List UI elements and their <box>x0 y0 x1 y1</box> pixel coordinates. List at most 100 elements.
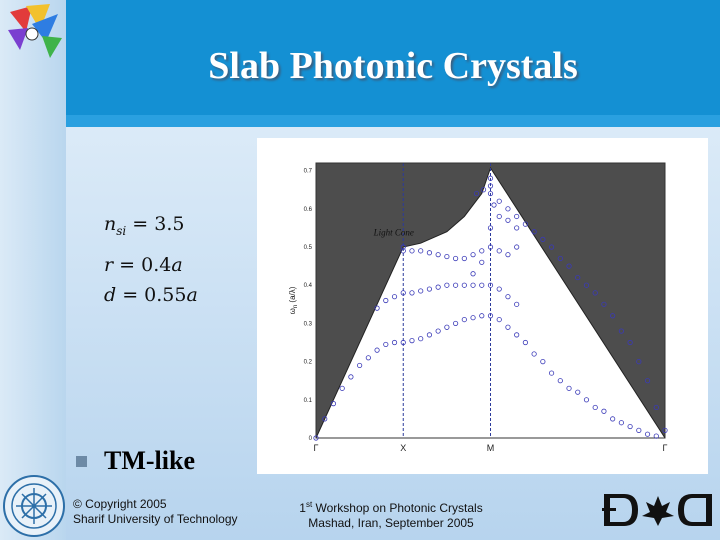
band-point-1 <box>322 416 328 422</box>
band-point-2 <box>435 284 441 290</box>
band-point-5 <box>540 236 546 242</box>
y-axis-label: ωn (a/λ) <box>288 286 299 314</box>
band-point-1 <box>566 385 572 391</box>
band-point-5 <box>514 213 520 220</box>
band-point-1 <box>627 423 633 430</box>
band-point-5 <box>473 190 480 197</box>
header-stripe <box>66 115 720 127</box>
band-point-1 <box>330 401 337 407</box>
band-point-5 <box>653 404 659 411</box>
band-point-5 <box>531 229 537 235</box>
band-point-5 <box>610 313 616 319</box>
conference-logo-icon <box>8 4 62 58</box>
band-point-2 <box>461 282 467 288</box>
band-point-2 <box>400 290 406 296</box>
band-point-1 <box>357 362 363 369</box>
band-point-1 <box>461 316 467 323</box>
footer-workshop-num: 1 <box>299 501 306 515</box>
band-point-1 <box>391 339 398 346</box>
band-point-5 <box>662 427 668 433</box>
y-tick-label: 0.5 <box>304 245 313 251</box>
band-point-5 <box>522 221 528 227</box>
y-axis-subscript: n <box>293 305 299 308</box>
band-point-2 <box>409 290 415 296</box>
band-point-1 <box>601 408 607 414</box>
light-cone-label: Light Cone <box>373 228 414 238</box>
band-point-1 <box>653 433 659 439</box>
band-point-1 <box>339 385 345 391</box>
band-point-3 <box>409 248 415 254</box>
band-point-1 <box>531 351 537 357</box>
band-point-5 <box>575 274 581 281</box>
band-point-2 <box>453 282 459 288</box>
band-point-5 <box>487 175 494 181</box>
band-point-5 <box>487 183 494 189</box>
band-point-1 <box>548 370 555 376</box>
param-r-symbol: r <box>104 254 114 276</box>
band-point-5 <box>644 378 651 384</box>
bullet-tm-like: TM-like <box>104 446 195 475</box>
y-tick-label: 0.6 <box>304 207 313 213</box>
band-point-3 <box>514 244 520 250</box>
band-point-4 <box>487 225 494 231</box>
bullet-marker <box>76 456 87 467</box>
param-n-subscript: si <box>116 223 127 238</box>
band-point-1 <box>435 328 441 334</box>
band-point-1 <box>487 313 494 319</box>
university-seal-icon <box>3 475 65 537</box>
band-point-1 <box>313 435 319 441</box>
y-tick-label: 0.4 <box>304 283 313 289</box>
band-point-1 <box>470 315 476 321</box>
band-point-2 <box>505 294 511 300</box>
footer-copyright: © Copyright 2005 Sharif University of Te… <box>73 497 238 527</box>
band-point-4 <box>479 259 485 265</box>
param-n-si: nsi = 3.5 <box>104 213 184 238</box>
band-point-2 <box>383 297 389 304</box>
band-point-1 <box>453 320 459 327</box>
band-point-2 <box>374 305 380 311</box>
band-point-1 <box>610 416 616 422</box>
band-point-1 <box>540 359 546 365</box>
band-point-1 <box>426 332 433 338</box>
band-point-5 <box>592 290 598 296</box>
band-point-5 <box>491 202 497 208</box>
band-point-3 <box>496 248 502 254</box>
band-point-5 <box>480 187 487 193</box>
band-point-1 <box>636 427 642 433</box>
band-point-5 <box>618 328 624 334</box>
band-point-4 <box>470 271 476 277</box>
y-axis-unit: (a/λ) <box>288 286 297 305</box>
band-point-1 <box>575 389 581 395</box>
band-point-2 <box>444 282 450 288</box>
band-point-3 <box>479 248 485 254</box>
band-point-1 <box>418 336 424 342</box>
band-point-3 <box>400 248 406 254</box>
y-tick-label: 0.1 <box>304 398 313 404</box>
band-point-5 <box>583 282 590 288</box>
band-point-3 <box>453 255 459 262</box>
plot-frame <box>315 162 666 439</box>
y-tick-label: 0.2 <box>304 360 313 366</box>
band-point-3 <box>461 255 467 262</box>
band-point-3 <box>444 253 450 260</box>
y-tick-label: 0.7 <box>304 169 313 175</box>
band-point-3 <box>470 252 476 258</box>
band-point-1 <box>522 339 528 346</box>
footer-copyright-line2: Sharif University of Technology <box>73 512 238 526</box>
band-point-3 <box>435 252 441 258</box>
band-point-3 <box>426 250 433 256</box>
band-point-2 <box>479 282 485 288</box>
band-point-1 <box>583 397 590 403</box>
band-point-2 <box>487 282 494 288</box>
band-point-1 <box>383 341 389 348</box>
band-diagram-chart: 0 0.1 0.2 0.3 0.4 0.5 0.6 0.7 Γ X M Γωn (a/λ) Light … <box>257 138 708 474</box>
param-r-unit: a <box>171 254 183 276</box>
band-point-5 <box>557 255 563 262</box>
param-d-unit: a <box>186 284 198 306</box>
header-band <box>66 0 720 115</box>
band-point-5 <box>505 206 511 212</box>
band-point-5 <box>627 339 633 346</box>
param-r-value: = 0.4 <box>119 254 172 276</box>
footer-workshop-sup: st <box>305 500 313 509</box>
band-point-2 <box>418 288 424 294</box>
